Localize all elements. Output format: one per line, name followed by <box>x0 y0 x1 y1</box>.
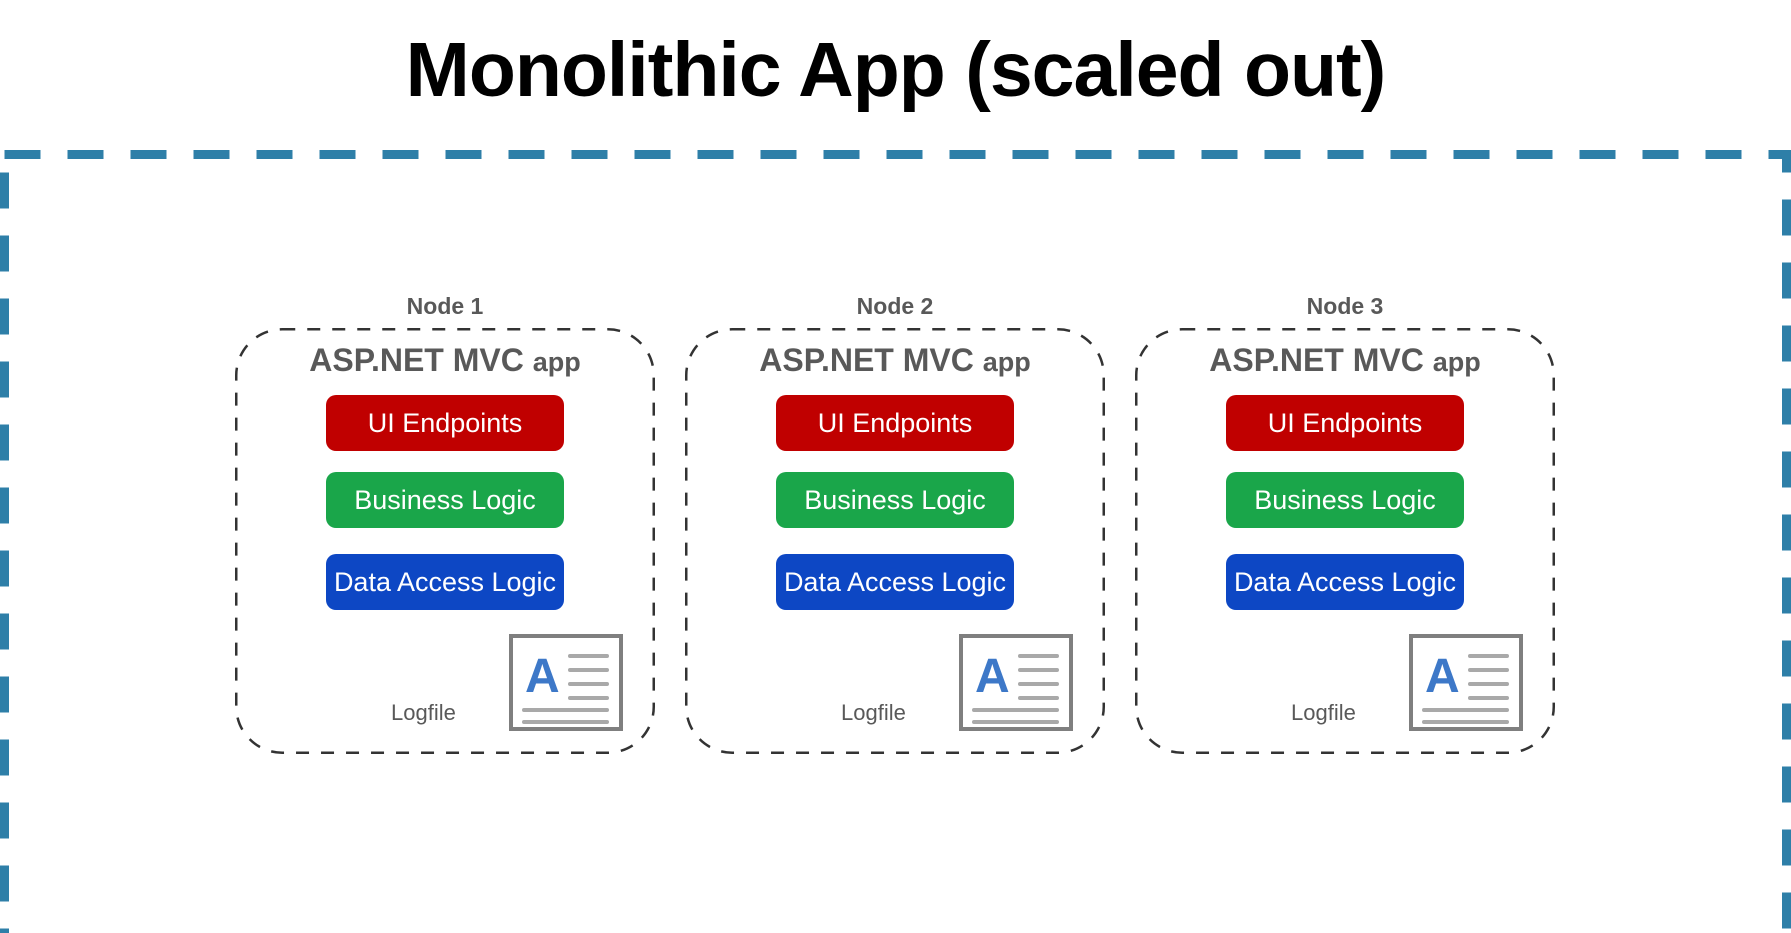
svg-text:A: A <box>525 650 560 703</box>
svg-text:A: A <box>1425 650 1460 703</box>
svg-text:A: A <box>975 650 1010 703</box>
